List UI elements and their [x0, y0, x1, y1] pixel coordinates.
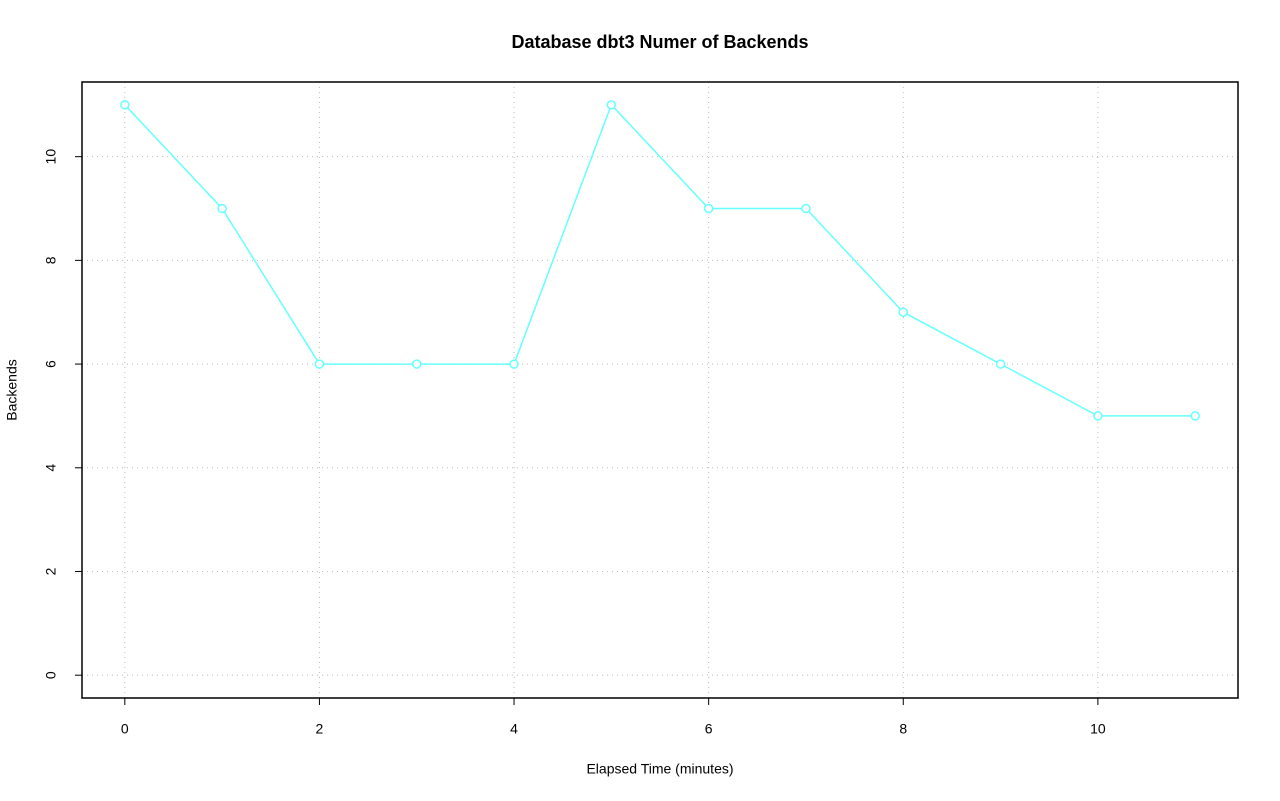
- data-point: [314, 359, 325, 369]
- data-point: [120, 100, 130, 110]
- chart-title: Database dbt3 Numer of Backends: [511, 32, 808, 52]
- data-point: [995, 359, 1006, 369]
- x-tick-label: 0: [121, 721, 129, 737]
- data-point: [1093, 411, 1103, 421]
- x-axis-title: Elapsed Time (minutes): [586, 761, 733, 777]
- data-line: [124, 103, 1196, 417]
- plot-frame: [81, 81, 1239, 699]
- x-tick-label: 4: [510, 721, 518, 737]
- x-tick-label: 2: [316, 721, 324, 737]
- data-point: [606, 100, 617, 110]
- y-tick-label: 8: [43, 256, 59, 264]
- data-point: [898, 307, 909, 317]
- x-tick-label: 6: [705, 721, 713, 737]
- y-tick-label: 4: [43, 464, 59, 472]
- y-axis-title: Backends: [4, 359, 20, 420]
- data-point: [801, 203, 811, 214]
- data-point: [509, 359, 519, 369]
- y-tick-label: 6: [43, 360, 59, 368]
- y-tick-label: 2: [43, 567, 59, 575]
- data-point: [703, 203, 714, 214]
- data-point: [217, 203, 227, 214]
- x-tick-label: 10: [1090, 721, 1106, 737]
- data-point: [411, 359, 422, 369]
- y-tick-label: 0: [43, 671, 59, 679]
- x-tick-label: 8: [899, 721, 907, 737]
- y-tick-label: 10: [43, 149, 59, 165]
- data-point: [1190, 411, 1200, 421]
